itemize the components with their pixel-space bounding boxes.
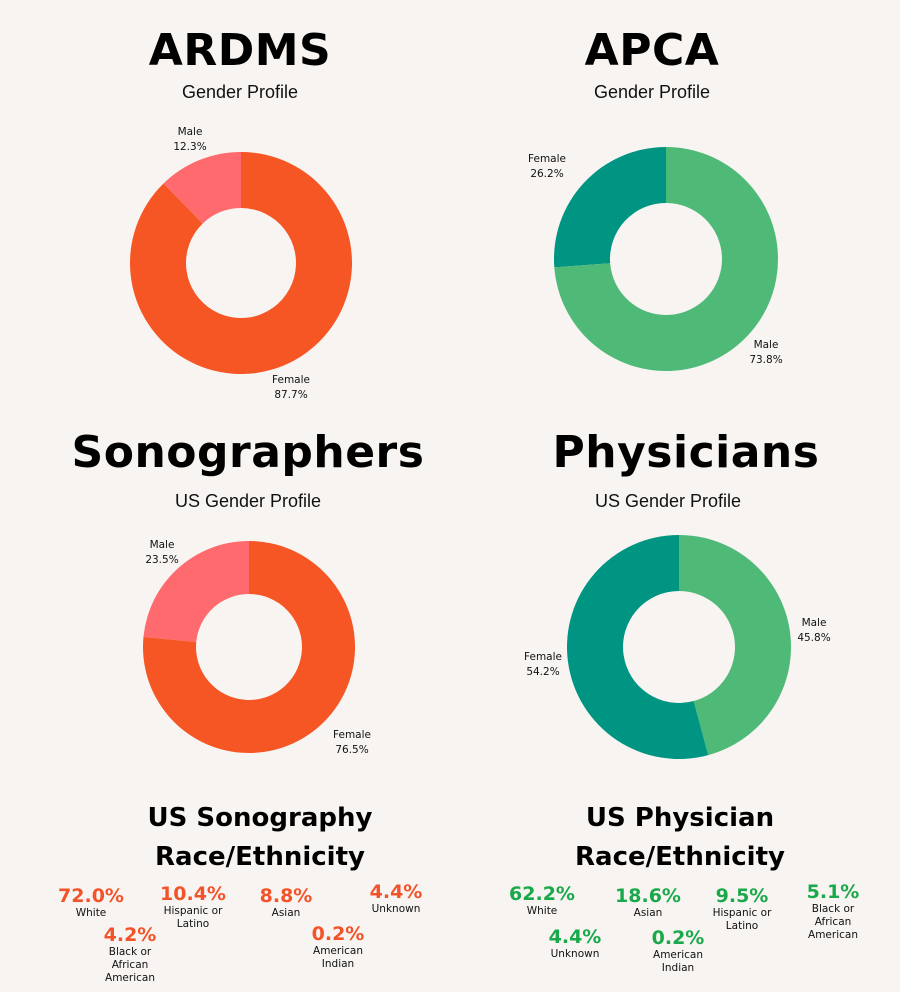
slice-category-label: Female (272, 374, 310, 386)
race-stat-white: 72.0% White (36, 886, 146, 920)
slice-value-label: 26.2% (530, 168, 563, 180)
race-stat-asian: 8.8% Asian (231, 886, 341, 920)
donut-slice-male (679, 535, 791, 756)
race-stat-value: 8.8% (259, 885, 313, 907)
slice-value-label: 54.2% (526, 666, 559, 678)
chart-title-physicians: Physicians (552, 427, 820, 478)
slice-value-label: 45.8% (797, 632, 830, 644)
slice-category-label: Male (754, 339, 779, 351)
race-stat-label: Unknown (371, 903, 421, 915)
slice-category-label: Male (802, 617, 827, 629)
race-stat-value: 9.5% (715, 885, 769, 907)
chart-subtitle-sonographers: US Gender Profile (174, 491, 322, 511)
slice-value-label: 73.8% (749, 354, 782, 366)
race-stat-value: 4.4% (369, 881, 423, 903)
race-stat-value: 62.2% (509, 883, 575, 905)
donut-slice-female (143, 541, 355, 753)
physician-race-title-line1: US Physician (585, 803, 775, 833)
donut-slice-male (163, 152, 241, 224)
chart-subtitle-apca: Gender Profile (593, 82, 711, 102)
race-stat-hispanic: 10.4% Hispanic or Latino (138, 884, 248, 931)
race-stat-unknown: 4.4% Unknown (520, 927, 630, 961)
race-stat-hispanic: 9.5% Hispanic or Latino (687, 886, 797, 933)
race-stat-label: White (526, 905, 558, 917)
race-stat-value: 18.6% (615, 885, 681, 907)
sonography-race-title-line2: Race/Ethnicity (155, 842, 365, 872)
race-stat-label: Black or African American (808, 903, 858, 941)
donut-slice-male (143, 541, 249, 643)
race-stat-asian: 18.6% Asian (593, 886, 703, 920)
race-stat-label: Black or African American (105, 946, 155, 984)
chart-subtitle-physicians: US Gender Profile (594, 491, 742, 511)
race-stat-label: Unknown (550, 948, 600, 960)
race-stat-value: 4.4% (548, 926, 602, 948)
chart-subtitle-ardms: Gender Profile (181, 82, 299, 102)
race-stat-value: 72.0% (58, 885, 124, 907)
chart-title-apca: APCA (584, 25, 720, 76)
slice-value-label: 23.5% (145, 554, 178, 566)
sonography-race-title-line1: US Sonography (147, 803, 373, 833)
race-stat-american-indian: 0.2% American Indian (623, 928, 733, 975)
race-stat-label: White (75, 907, 107, 919)
slice-category-label: Female (524, 651, 562, 663)
race-stat-unknown: 4.4% Unknown (341, 882, 451, 916)
donut-slice-female (566, 535, 709, 759)
slice-value-label: 76.5% (335, 744, 368, 756)
race-stat-value: 4.2% (103, 924, 157, 946)
slice-category-label: Male (178, 126, 203, 138)
slice-value-label: 87.7% (274, 389, 307, 401)
race-stat-black: 4.2% Black or African American (75, 925, 185, 985)
race-stat-black: 5.1% Black or African American (778, 882, 888, 942)
race-stat-label: Hispanic or Latino (163, 905, 223, 930)
slice-value-label: 12.3% (173, 141, 206, 153)
chart-title-sonographers: Sonographers (71, 427, 425, 478)
slice-category-label: Male (150, 539, 175, 551)
donut-slice-male (554, 147, 778, 371)
race-stat-label: American Indian (653, 949, 703, 974)
race-stat-value: 10.4% (160, 883, 226, 905)
race-stat-value: 0.2% (311, 923, 365, 945)
race-stat-white: 62.2% White (487, 884, 597, 918)
slice-category-label: Female (333, 729, 371, 741)
race-stat-label: Hispanic or Latino (712, 907, 772, 932)
race-stat-value: 5.1% (806, 881, 860, 903)
donut-slice-female (553, 147, 666, 268)
race-stat-label: American Indian (313, 945, 363, 970)
donut-slice-female (130, 152, 352, 375)
slice-category-label: Female (528, 153, 566, 165)
chart-title-ardms: ARDMS (148, 25, 332, 76)
sonography-race-title: US Sonography Race/Ethnicity (110, 799, 410, 877)
physician-race-title-line2: Race/Ethnicity (575, 842, 785, 872)
race-stat-value: 0.2% (651, 927, 705, 949)
physician-race-title: US Physician Race/Ethnicity (530, 799, 830, 877)
race-stat-label: Asian (271, 907, 301, 919)
race-stat-label: Asian (633, 907, 663, 919)
race-stat-american-indian: 0.2% American Indian (283, 924, 393, 971)
